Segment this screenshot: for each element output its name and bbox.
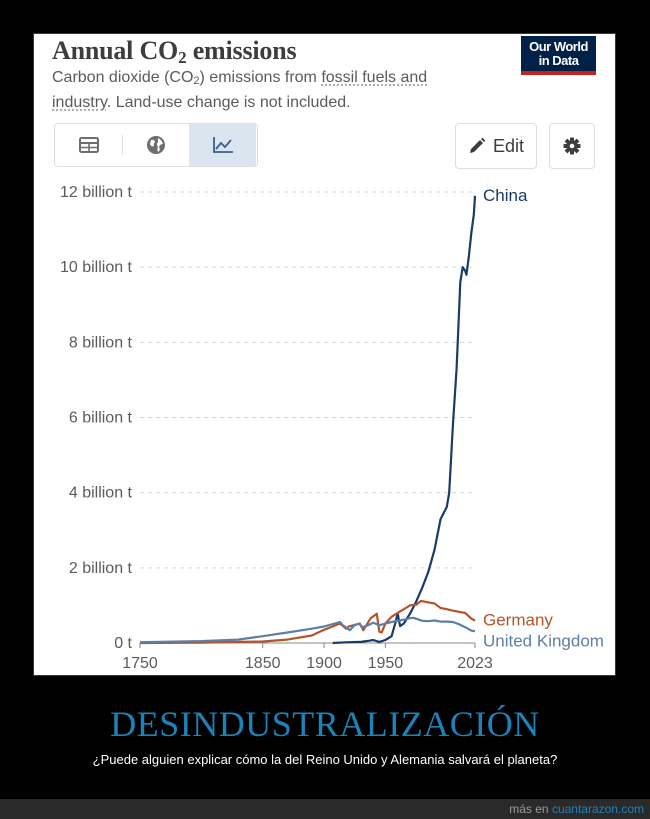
tab-map[interactable] <box>122 124 189 166</box>
footer-text: más en cuantarazon.com <box>509 802 644 816</box>
edit-button[interactable]: Edit <box>455 123 537 169</box>
footer-bar: más en cuantarazon.com <box>0 799 650 819</box>
tab-chart[interactable] <box>189 124 256 166</box>
chart-subtitle: Carbon dioxide (CO2) emissions from foss… <box>52 69 428 111</box>
gear-icon <box>563 137 581 155</box>
y-tick-label: 12 billion t <box>60 184 133 201</box>
y-tick-label: 10 billion t <box>60 259 133 276</box>
line-chart: 0 t 2 billion t 4 billion t 6 billion t 8 bi… <box>60 184 604 672</box>
y-tick-label: 6 billion t <box>69 410 133 427</box>
edit-button-label: Edit <box>492 135 525 156</box>
series-label-united-kingdom[interactable]: United Kingdom <box>483 631 604 650</box>
x-tick-label: 1950 <box>368 655 404 672</box>
y-tick-label: 4 billion t <box>69 485 133 502</box>
chart-card: Annual CO2 emissions Carbon dioxide (CO2… <box>33 33 616 676</box>
owid-logo[interactable]: Our World in Data <box>521 36 596 75</box>
line-chart-icon <box>212 137 233 153</box>
y-tick-label: 2 billion t <box>69 560 133 577</box>
chart-title: Annual CO2 emissions <box>52 36 297 67</box>
table-icon <box>78 137 99 153</box>
series-label-germany[interactable]: Germany <box>483 610 553 629</box>
x-tick-label: 1900 <box>306 655 342 672</box>
series-line-united-kingdom[interactable] <box>139 616 476 644</box>
site-link[interactable]: cuantarazon.com <box>551 802 644 816</box>
caption-title: DESINDUSTRALIZACIÓN <box>110 704 540 744</box>
y-tick-label: 8 billion t <box>69 334 133 351</box>
settings-button[interactable] <box>549 123 595 169</box>
view-tabs <box>54 123 258 167</box>
tab-table[interactable] <box>55 124 122 166</box>
pencil-icon <box>469 137 486 153</box>
series-label-china[interactable]: China <box>483 186 528 205</box>
x-tick-label: 2023 <box>457 655 493 672</box>
y-tick-label: 0 t <box>114 635 132 652</box>
series-line-china[interactable] <box>332 195 477 645</box>
caption-text: ¿Puede alguien explicar cómo la del Rein… <box>92 752 558 767</box>
x-tick-label: 1750 <box>122 655 158 672</box>
fossil-fuels-link[interactable]: fossil fuels and industry <box>52 69 428 111</box>
globe-icon <box>146 136 165 154</box>
x-tick-label: 1850 <box>245 655 281 672</box>
